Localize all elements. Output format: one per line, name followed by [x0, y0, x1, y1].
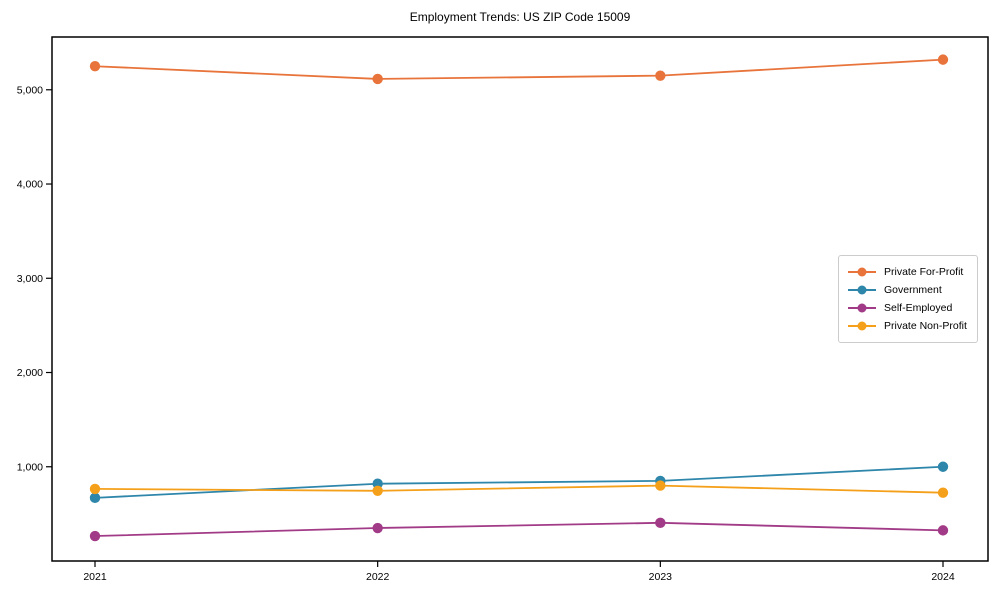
plot-border [51, 36, 989, 562]
line-private-non-profit [94, 484, 944, 494]
legend-item-government: Government [848, 281, 969, 299]
data-point-self-employed-2024 [937, 525, 949, 536]
legend-item-private-non-profit: Private Non-Profit [848, 317, 969, 335]
legend-label: Self-Employed [884, 302, 953, 314]
data-point-private-for-profit-2024 [937, 54, 949, 65]
legend-item-self-employed: Self-Employed [848, 299, 969, 317]
data-point-private-non-profit-2024 [937, 487, 949, 498]
data-point-government-2024 [937, 461, 949, 472]
y-axis-tick-label: 3,000 [17, 273, 43, 285]
legend-dot-icon [857, 285, 867, 295]
data-point-self-employed-2023 [655, 517, 666, 529]
x-axis-tick-label: 2021 [83, 571, 107, 583]
legend-label: Government [884, 284, 942, 296]
data-point-private-for-profit-2022 [372, 73, 383, 85]
legend: Private For-Profit Government Self-Employe… [838, 255, 978, 343]
line-government [94, 465, 944, 499]
data-point-private-non-profit-2021 [89, 483, 101, 495]
legend-dot-icon [857, 321, 867, 331]
chart-title: Employment Trends: US ZIP Code 15009 [409, 10, 631, 24]
legend-line-marker-icon [848, 303, 876, 313]
y-axis-tick-label: 5,000 [17, 84, 43, 96]
x-axis-tick-label: 2024 [931, 571, 955, 583]
y-axis-tick-label: 2,000 [17, 367, 43, 379]
legend-line-marker-icon [848, 321, 876, 331]
data-point-self-employed-2022 [372, 522, 383, 534]
y-axis-tick-label: 4,000 [17, 179, 43, 191]
line-self-employed [94, 521, 944, 537]
legend-line-marker-icon [848, 285, 876, 295]
line-private-for-profit [94, 58, 944, 80]
legend-dot-icon [857, 267, 867, 277]
legend-label: Private For-Profit [884, 266, 964, 278]
legend-label: Private Non-Profit [884, 320, 967, 332]
data-point-government-2021 [89, 492, 101, 504]
y-axis-tick-label: 1,000 [17, 461, 43, 473]
data-point-self-employed-2021 [89, 530, 101, 542]
legend-line-marker-icon [848, 267, 876, 277]
x-axis-tick-label: 2022 [366, 571, 390, 583]
data-point-private-for-profit-2021 [89, 61, 101, 72]
x-axis-tick-label: 2023 [649, 571, 673, 583]
data-point-private-non-profit-2023 [655, 480, 666, 491]
data-point-private-for-profit-2023 [655, 70, 666, 81]
data-point-private-non-profit-2022 [372, 485, 383, 496]
legend-dot-icon [857, 303, 867, 313]
legend-item-private-for-profit: Private For-Profit [848, 263, 969, 281]
